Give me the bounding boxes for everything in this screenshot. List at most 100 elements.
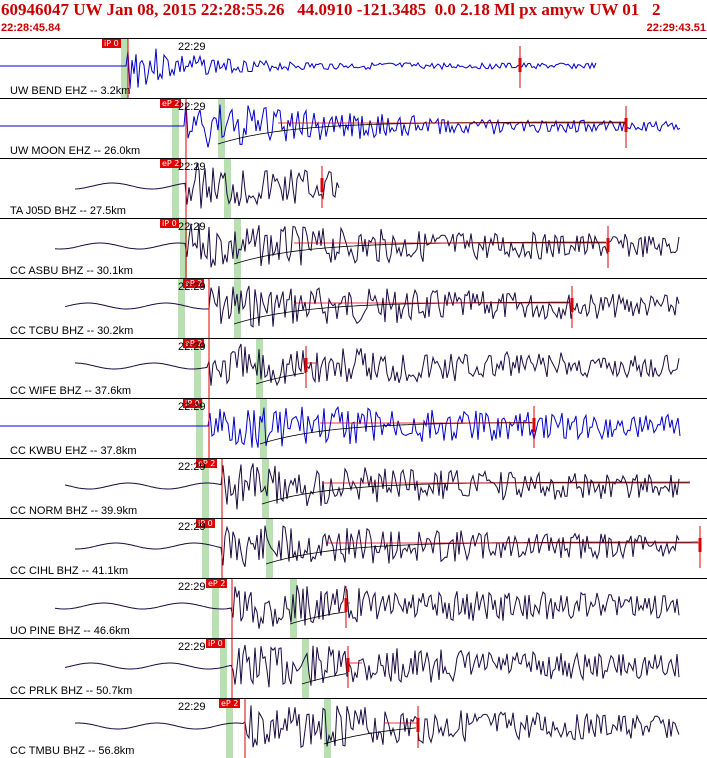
trace-panel: eP 2 22:29 CC WIFE BHZ -- 37.6km [0, 338, 707, 398]
time-label: 22:29 [178, 41, 206, 53]
pick-flag[interactable]: eP 2 [219, 699, 241, 708]
coda-fit-curve [233, 241, 606, 265]
waveform-plot [64, 639, 680, 698]
phase-window [180, 219, 187, 278]
station-label: UW BEND EHZ -- 3.2km [10, 85, 131, 97]
waveform-plot [64, 279, 680, 338]
trace-panel: iP 0 22:29 UW BEND EHZ -- 3.2km [0, 38, 707, 98]
coda-fit-curve [289, 611, 347, 625]
waveform-plot [74, 159, 340, 218]
time-label: 22:29 [178, 161, 206, 173]
waveform-plot [64, 459, 691, 518]
time-label: 22:29 [178, 461, 206, 473]
phase-window [172, 99, 179, 158]
start-time: 22:28:45.84 [1, 22, 61, 34]
station-label: UO PINE BHZ -- 46.6km [10, 625, 130, 637]
trace-panel: eP 2 22:29 UW MOON EHZ -- 26.0km [0, 98, 707, 158]
time-label: 22:29 [178, 281, 206, 293]
trace-panel: eP 2 22:29 CC NORM BHZ -- 39.9km [0, 458, 707, 518]
pick-flag[interactable]: eP 2 [183, 279, 205, 288]
phase-window [178, 279, 185, 338]
pick-flag[interactable]: eP 2 [160, 159, 182, 168]
pick-flag[interactable]: iP 0 [160, 219, 179, 228]
event-title: 60946047 UW Jan 08, 2015 22:28:55.26 44.… [1, 0, 661, 19]
time-label: 22:29 [178, 401, 206, 413]
pick-flag[interactable]: iP 0 [183, 399, 202, 408]
seismic-waveform [0, 101, 681, 148]
phase-window [202, 459, 209, 518]
pick-flag[interactable]: iP 0 [206, 639, 225, 648]
phase-window [220, 639, 227, 698]
seismic-waveform [64, 463, 680, 510]
phase-window [234, 279, 241, 338]
station-label: CC CIHL BHZ -- 41.1km [10, 565, 129, 577]
coda-fit-curve [255, 372, 305, 385]
coda-fit-curve [233, 301, 570, 325]
pick-flag[interactable]: eP 2 [206, 579, 228, 588]
time-label: 22:29 [178, 521, 206, 533]
seismic-waveform [74, 705, 680, 748]
phase-window [260, 399, 267, 458]
time-label: 22:29 [178, 101, 206, 113]
waveform-plot [74, 699, 680, 758]
phase-window [121, 39, 128, 98]
pick-flag[interactable]: eP 2 [160, 99, 182, 108]
waveform-plot [54, 579, 680, 638]
seismic-waveform [75, 525, 680, 567]
trace-panel: eP 2 22:29 UO PINE BHZ -- 46.6km [0, 578, 707, 638]
trace-panel: eP 2 22:29 CC TCBU BHZ -- 30.2km [0, 278, 707, 338]
seismic-waveform [74, 163, 340, 209]
end-time: 22:29:43.51 [646, 22, 706, 34]
phase-window [202, 519, 209, 578]
station-label: CC TCBU BHZ -- 30.2km [10, 325, 134, 337]
time-label: 22:29 [178, 641, 206, 653]
station-label: UW MOON EHZ -- 26.0km [10, 145, 141, 157]
waveform-plot [75, 519, 702, 578]
trace-panel: iP 0 22:29 CC KWBU EHZ -- 37.8km [0, 398, 707, 458]
seismic-waveform [0, 48, 597, 89]
phase-window [234, 219, 241, 278]
time-label: 22:29 [178, 701, 206, 713]
phase-window [172, 159, 179, 218]
trace-panel: iP 0 22:29 CC CIHL BHZ -- 41.1km [0, 518, 707, 578]
station-label: CC PRLK BHZ -- 50.7km [10, 685, 133, 697]
seismic-waveform [54, 223, 680, 268]
pick-flag[interactable]: eP 2 [196, 459, 218, 468]
station-label: CC NORM BHZ -- 39.9km [10, 505, 138, 517]
pick-flag[interactable]: iP 0 [196, 519, 215, 528]
seismic-waveform [75, 343, 680, 387]
phase-window [266, 519, 273, 578]
time-label: 22:29 [178, 341, 206, 353]
pick-flag[interactable]: iP 0 [102, 39, 121, 48]
pick-flag[interactable]: eP 2 [183, 339, 205, 348]
seismic-waveform [0, 406, 681, 448]
time-label: 22:29 [178, 581, 206, 593]
phase-window [224, 159, 231, 218]
phase-window [302, 639, 309, 698]
coda-fit-curve [261, 481, 691, 505]
station-label: TA J05D BHZ -- 27.5km [10, 205, 126, 217]
phase-window [196, 399, 203, 458]
time-label: 22:29 [178, 221, 206, 233]
station-label: CC ASBU BHZ -- 30.1km [10, 265, 133, 277]
seismic-waveform [54, 584, 680, 629]
seismic-waveform [64, 285, 680, 328]
trace-panel: iP 0 22:29 CC ASBU BHZ -- 30.1km [0, 218, 707, 278]
station-label: CC TMBU BHZ -- 56.8km [10, 745, 135, 757]
phase-window [324, 699, 331, 758]
coda-fit-curve [217, 121, 626, 145]
phase-window [226, 699, 233, 758]
waveform-plot [0, 99, 681, 158]
trace-panel: eP 2 22:29 TA J05D BHZ -- 27.5km [0, 158, 707, 218]
station-label: CC WIFE BHZ -- 37.6km [10, 385, 132, 397]
coda-fit-curve [301, 673, 347, 685]
station-label: CC KWBU EHZ -- 37.8km [10, 445, 137, 457]
waveform-plot [0, 399, 681, 458]
trace-panel: iP 0 22:29 CC PRLK BHZ -- 50.7km [0, 638, 707, 698]
waveform-plot [0, 39, 597, 98]
waveform-plot [54, 219, 680, 278]
phase-window [290, 579, 297, 638]
coda-fit-curve [323, 727, 417, 745]
seismic-waveform [64, 644, 680, 688]
